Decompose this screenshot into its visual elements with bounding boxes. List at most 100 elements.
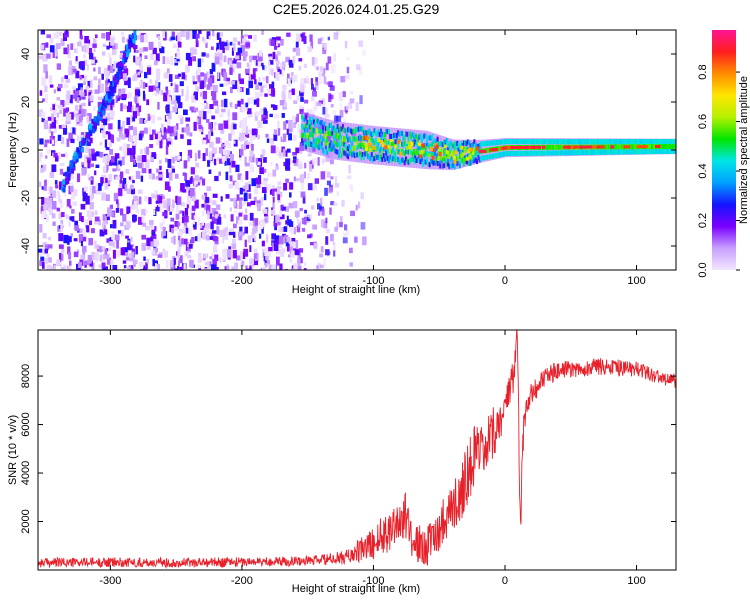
spectrogram-band-cell <box>318 138 321 144</box>
spectrogram-band-cell <box>602 149 605 155</box>
spectrogram-noise-cell <box>210 46 214 50</box>
spectrogram-band-cell <box>348 151 351 156</box>
spectrogram-noise-cell <box>222 251 227 260</box>
spectrogram-noise-cell <box>249 55 253 63</box>
spectrogram-noise-cell <box>83 77 86 85</box>
spectrogram-band-cell <box>605 144 607 150</box>
spectrogram-noise-cell <box>53 265 56 270</box>
spectrogram-noise-cell <box>155 80 159 87</box>
spectrogram-noise-cell <box>41 197 45 206</box>
spectrogram-band-cell <box>497 146 500 152</box>
spectrogram-noise-cell <box>245 208 248 214</box>
spectrogram-noise-cell <box>277 152 282 156</box>
spectrogram-noise-cell <box>319 66 324 72</box>
spectrogram-noise-cell <box>253 196 257 203</box>
spectrogram-track-cell <box>87 134 91 140</box>
spectrogram-band-cell <box>302 124 305 130</box>
spectrogram-band-spot <box>441 157 445 162</box>
spectrogram-noise-cell <box>261 219 265 223</box>
spectrogram-noise-cell <box>112 157 118 166</box>
spectrogram-noise-cell <box>265 252 269 261</box>
spectrogram-noise-cell <box>153 92 159 96</box>
spectrogram-noise-cell <box>178 189 182 194</box>
spectrogram-band-cell <box>511 139 514 145</box>
spectrogram-noise-cell <box>208 35 212 41</box>
spectrogram-noise-cell <box>135 35 141 40</box>
spectrogram-noise-cell <box>307 46 312 53</box>
spectrogram-noise-cell <box>93 47 96 52</box>
spectrogram-noise-cell <box>291 227 294 235</box>
spectrogram-noise-cell <box>180 30 185 37</box>
spectrogram-noise-cell <box>247 63 251 71</box>
spectrogram-noise-cell <box>222 47 225 53</box>
spectrogram-band-cell <box>435 138 438 144</box>
spectrogram-noise-cell <box>243 117 248 127</box>
spectrogram-noise-cell <box>227 111 231 118</box>
spectrogram-noise-cell <box>91 149 95 154</box>
spectrogram-noise-cell <box>173 235 176 245</box>
spectrogram-band-cell <box>635 139 638 145</box>
spectrogram-band-cell <box>401 131 404 136</box>
spectrogram-noise-cell <box>202 111 207 120</box>
spectrogram-band-cell <box>580 150 582 155</box>
spectrogram-noise-cell <box>207 130 211 140</box>
spectrogram-band-cell <box>445 138 448 143</box>
spectrogram-noise-cell <box>303 171 306 179</box>
spectrogram-band-cell <box>664 139 667 145</box>
spectrogram-band-halo <box>449 138 452 171</box>
spectrogram-noise-cell <box>44 258 49 264</box>
spectrogram-band-cell <box>515 151 518 156</box>
spectrogram-noise-cell <box>110 156 115 163</box>
spectrogram-noise-cell <box>233 139 238 147</box>
spectrogram-noise-cell <box>56 63 61 70</box>
spectrogram-noise-cell <box>288 254 291 258</box>
spectrogram-noise-cell <box>212 147 217 154</box>
spectrogram-noise-cell <box>148 127 151 134</box>
spectrogram-noise-cell <box>228 124 232 130</box>
spectrogram-noise-cell <box>199 92 203 97</box>
spectrogram-noise-cell <box>172 199 175 208</box>
spectrogram-band-halo <box>332 120 335 160</box>
spectrogram-noise-cell <box>305 76 309 82</box>
spectrogram-noise-cell <box>113 192 118 202</box>
spectrogram-band-cell <box>555 144 557 150</box>
spectrogram-noise-cell <box>115 249 120 258</box>
snr-y-tick-label: 6000 <box>20 412 32 436</box>
spectrogram-noise-cell <box>58 198 63 204</box>
spectrogram-noise-cell <box>318 71 322 77</box>
spectrogram-band-cell <box>415 133 418 139</box>
spectrogram-band-cell <box>352 151 355 157</box>
spectrogram-noise-cell <box>336 191 339 197</box>
spectrogram-band-cell <box>664 148 667 154</box>
spectrogram-band-cell <box>307 123 310 129</box>
spectrogram-band-cell <box>364 129 367 135</box>
spectrogram-noise-cell <box>81 216 84 223</box>
spectrogram-band-spot <box>390 142 394 146</box>
spectrogram-noise-cell <box>57 134 62 141</box>
spectrogram-band-cell <box>344 128 347 134</box>
spectrogram-noise-cell <box>192 222 197 228</box>
spectrogram-noise-cell <box>133 195 138 203</box>
spectrogram-noise-cell <box>226 150 231 154</box>
spectrogram-noise-cell <box>112 265 118 270</box>
spectrogram-noise-cell <box>143 256 146 261</box>
spectrogram-band-spot <box>365 146 368 151</box>
spectrogram-noise-cell <box>91 211 94 217</box>
spectrogram-band-cell <box>332 125 335 131</box>
spectrogram-noise-cell <box>132 126 137 136</box>
spectrogram-band-peak <box>636 145 641 149</box>
spectrogram-band-cell <box>339 131 342 137</box>
spectrogram-noise-cell <box>288 59 293 66</box>
spectrogram-x-tick-label: 0 <box>502 275 508 287</box>
spectrogram-noise-cell <box>105 83 108 92</box>
spectrogram-band-cell <box>589 139 592 145</box>
spectrogram-noise-cell <box>260 221 265 228</box>
spectrogram-noise-cell <box>106 164 109 171</box>
spectrogram-band-cell <box>430 152 432 158</box>
spectrogram-band-cell <box>311 132 314 138</box>
spectrogram-band-cell <box>651 149 653 155</box>
spectrogram-band-cell <box>478 157 481 163</box>
spectrogram-noise-cell <box>200 72 205 77</box>
spectrogram-noise-cell <box>101 51 106 56</box>
spectrogram-noise-cell <box>225 171 229 181</box>
